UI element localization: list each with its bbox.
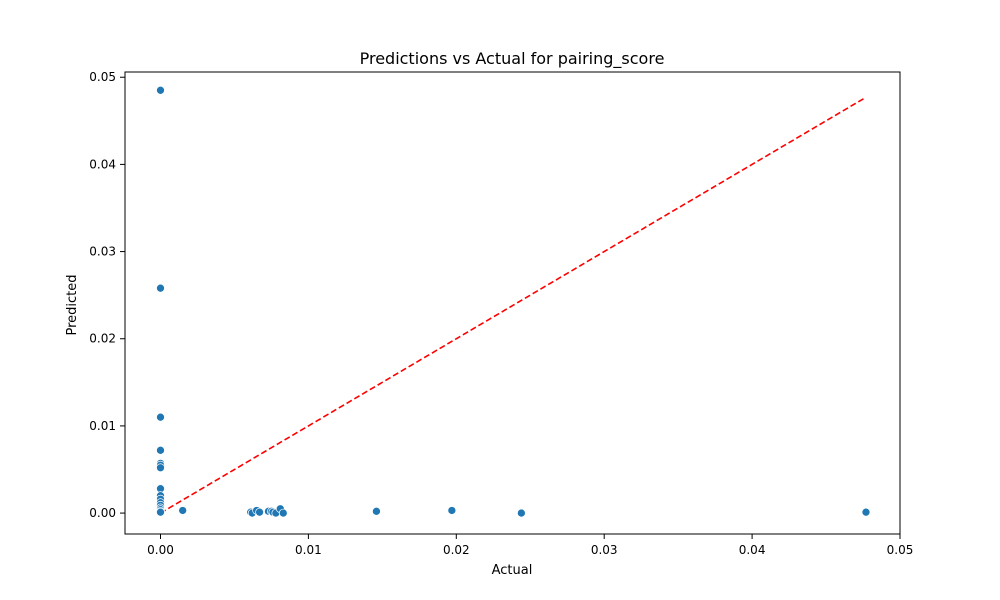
y-axis-label: Predicted [65, 274, 80, 335]
x-tick-label: 0.03 [591, 543, 618, 557]
y-tick-label: 0.05 [89, 70, 116, 84]
x-tick-label: 0.02 [443, 543, 470, 557]
y-tick-label: 0.00 [89, 506, 116, 520]
data-point [278, 508, 288, 518]
data-point [156, 283, 165, 293]
data-point [156, 445, 165, 455]
reference-line-layer [160, 96, 867, 514]
data-point [156, 85, 165, 95]
data-point [517, 508, 526, 518]
x-tick-label: 0.00 [147, 543, 174, 557]
x-tick-label: 0.05 [887, 543, 914, 557]
points-layer [156, 85, 871, 518]
data-point [156, 507, 165, 517]
y-axis-ticks: 0.00 0.01 0.02 0.03 0.04 0.05 [89, 70, 125, 520]
y-tick-label: 0.02 [89, 332, 116, 346]
data-point [447, 506, 457, 515]
x-axis-ticks: 0.00 0.01 0.02 0.03 0.04 0.05 [147, 534, 913, 557]
data-point [861, 507, 871, 517]
chart-title: Predictions vs Actual for pairing_score [360, 49, 665, 69]
x-axis-label: Actual [492, 563, 533, 578]
reference-line [160, 96, 867, 514]
plot-frame [124, 71, 901, 535]
data-point [255, 507, 264, 517]
y-tick-label: 0.03 [89, 245, 116, 259]
data-point [372, 506, 381, 516]
data-point [178, 506, 188, 515]
y-tick-label: 0.01 [89, 419, 116, 433]
x-tick-label: 0.04 [739, 543, 766, 557]
y-tick-label: 0.04 [89, 157, 116, 171]
data-point [156, 412, 165, 422]
x-tick-label: 0.01 [295, 543, 322, 557]
data-point [156, 463, 165, 473]
